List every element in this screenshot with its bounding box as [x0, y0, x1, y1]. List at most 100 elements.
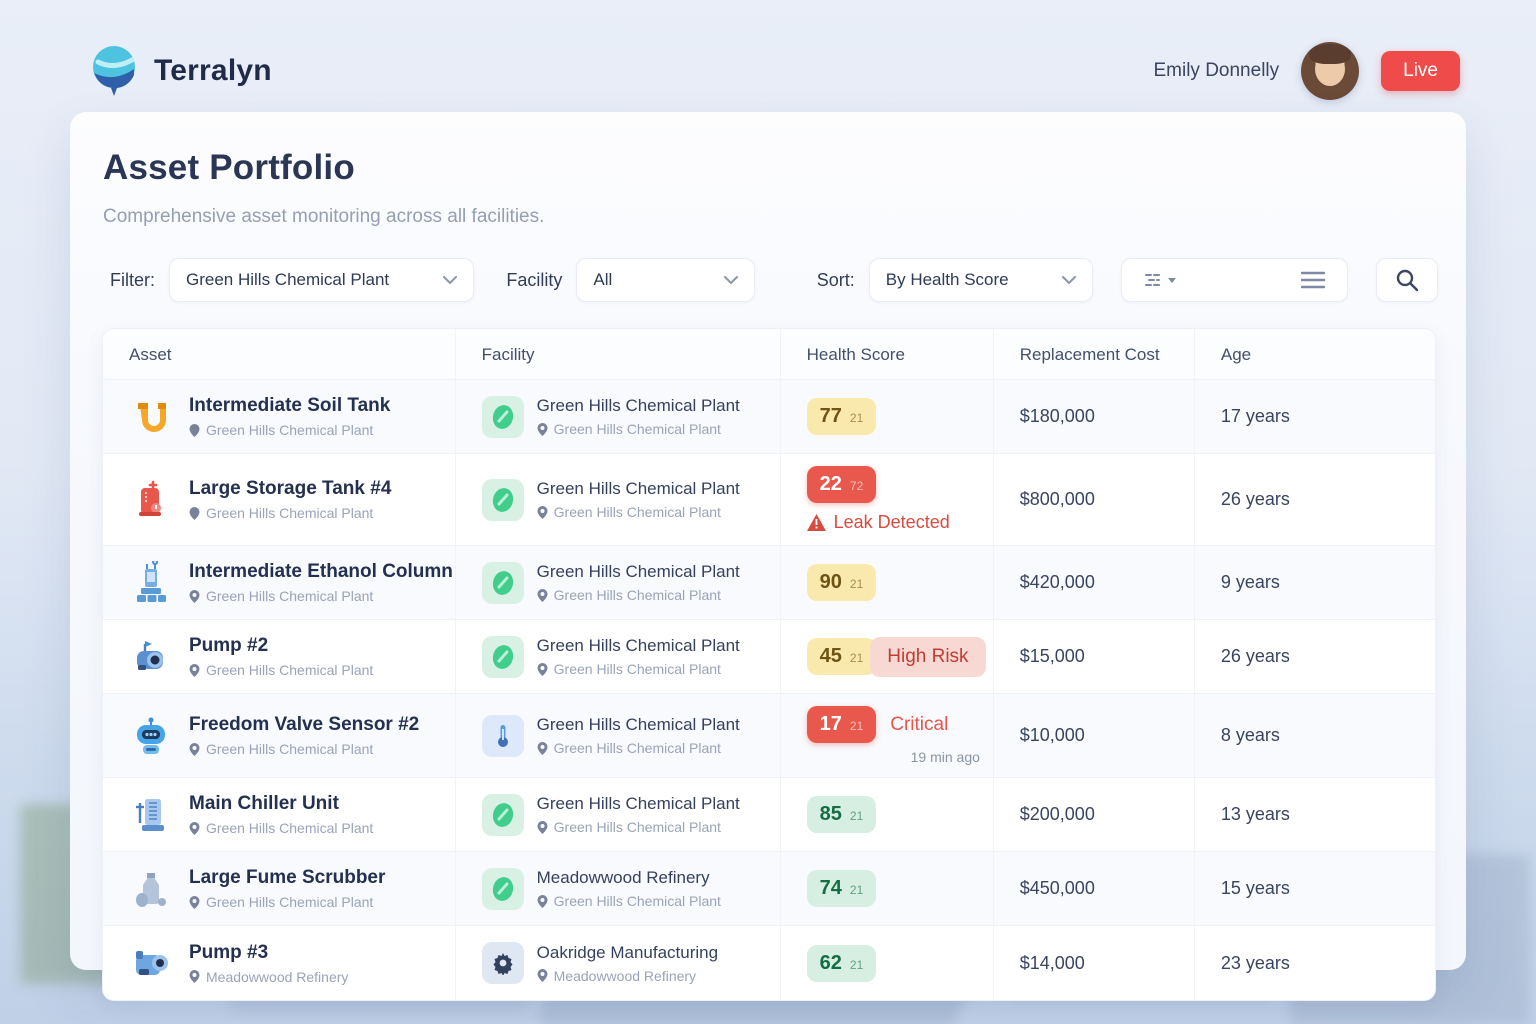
asset-age: 15 years — [1220, 878, 1290, 898]
live-badge-button[interactable]: Live — [1381, 51, 1460, 91]
column-header-health-score[interactable]: Health Score — [779, 329, 993, 379]
asset-name: Large Storage Tank #4 — [189, 478, 392, 499]
status-timestamp: 19 min ago — [910, 749, 980, 765]
table-row[interactable]: Pump #2 Green Hills Chemical Plant Green… — [103, 620, 1435, 694]
score-trend: 21 — [849, 809, 864, 823]
asset-age: 23 years — [1220, 952, 1290, 973]
facility-name: Oakridge Manufacturing — [536, 942, 719, 962]
column-header-age[interactable]: Age — [1193, 329, 1435, 379]
replacement-cost: $420,000 — [1019, 572, 1095, 592]
location-pin-icon — [189, 663, 200, 677]
warning-icon — [806, 514, 826, 531]
asset-age: 8 years — [1220, 725, 1280, 745]
column-header-replacement-cost[interactable]: Replacement Cost — [992, 329, 1194, 379]
table-row[interactable]: Intermediate Soil Tank Green Hills Chemi… — [103, 380, 1435, 454]
health-score-badge: 90 21 — [806, 564, 877, 601]
user-avatar[interactable] — [1301, 42, 1360, 100]
pump-icon — [136, 951, 168, 975]
location-pin-icon — [537, 505, 548, 519]
sort-dropdown[interactable]: By Health Score — [868, 258, 1093, 302]
asset-name: Pump #3 — [189, 941, 269, 963]
chevron-down-icon — [1061, 275, 1076, 284]
filter-bar: Filter: Green Hills Chemical Plant Facil… — [110, 258, 1438, 302]
sort-label: Sort: — [816, 269, 855, 290]
asset-location: Green Hills Chemical Plant — [206, 662, 374, 678]
soil-tank-icon — [138, 402, 166, 432]
location-pin-icon — [537, 422, 548, 436]
table-row[interactable]: Pump #3 Meadowwood Refinery Oakridge Man… — [103, 926, 1435, 1000]
facility-location: Green Hills Chemical Plant — [553, 893, 721, 909]
location-pin-icon — [189, 506, 200, 520]
table-row[interactable]: Large Fume Scrubber Green Hills Chemical… — [103, 852, 1435, 926]
replacement-cost: $180,000 — [1019, 406, 1095, 426]
asset-location: Green Hills Chemical Plant — [206, 505, 374, 521]
health-score-badge: 22 72 — [806, 466, 877, 503]
score-trend: 21 — [849, 577, 864, 591]
facility-location: Green Hills Chemical Plant — [553, 661, 721, 677]
facility-location: Green Hills Chemical Plant — [553, 421, 721, 437]
filter-dropdown-value: Green Hills Chemical Plant — [186, 270, 390, 289]
score-trend: 21 — [849, 883, 864, 897]
location-pin-icon — [189, 742, 200, 756]
page-title: Asset Portfolio — [103, 148, 355, 187]
score-trend: 21 — [849, 411, 864, 425]
facility-location: Green Hills Chemical Plant — [553, 819, 721, 835]
facility-name: Green Hills Chemical Plant — [536, 794, 740, 813]
column-header-facility[interactable]: Facility — [454, 329, 780, 379]
asset-name: Intermediate Ethanol Column — [189, 561, 453, 582]
facility-location: Green Hills Chemical Plant — [553, 740, 721, 756]
filter-label: Filter: — [110, 269, 155, 290]
filter-dropdown[interactable]: Green Hills Chemical Plant — [169, 258, 475, 302]
health-score-badge: 17 21 — [806, 706, 877, 743]
green-status-icon — [481, 793, 524, 836]
asset-name: Freedom Valve Sensor #2 — [189, 714, 420, 735]
terralyn-logo-icon — [93, 46, 135, 96]
green-status-icon — [481, 395, 524, 438]
filter-lines-icon — [1144, 274, 1176, 286]
health-score-badge: 77 21 — [806, 398, 877, 435]
gear-icon — [481, 942, 524, 984]
location-pin-icon — [189, 895, 200, 909]
valve-sensor-robot-icon — [137, 717, 165, 754]
table-row[interactable]: Intermediate Ethanol Column Green Hills … — [103, 546, 1435, 620]
location-pin-icon — [189, 589, 200, 603]
replacement-cost: $450,000 — [1019, 878, 1095, 898]
page-subtitle: Comprehensive asset monitoring across al… — [103, 206, 545, 227]
asset-name: Pump #2 — [189, 635, 269, 656]
table-header-row: Asset Facility Health Score Replacement … — [103, 329, 1435, 380]
asset-location: Green Hills Chemical Plant — [206, 422, 374, 438]
green-status-icon — [481, 478, 524, 521]
ethanol-column-icon — [137, 560, 166, 602]
table-row[interactable]: Large Storage Tank #4 Green Hills Chemic… — [103, 454, 1435, 546]
facility-location: Green Hills Chemical Plant — [553, 504, 721, 520]
replacement-cost: $15,000 — [1019, 646, 1085, 666]
brand-name: Terralyn — [154, 54, 272, 87]
asset-age: 26 years — [1220, 646, 1290, 666]
facility-dropdown[interactable]: All — [576, 258, 755, 302]
table-row[interactable]: Freedom Valve Sensor #2 Green Hills Chem… — [103, 694, 1435, 778]
replacement-cost: $800,000 — [1019, 489, 1095, 509]
asset-location: Green Hills Chemical Plant — [206, 588, 374, 604]
pump-icon — [137, 640, 163, 670]
brand[interactable]: Terralyn — [88, 43, 272, 99]
asset-location: Meadowwood Refinery — [206, 968, 349, 985]
asset-age: 9 years — [1220, 572, 1280, 592]
location-pin-icon — [189, 970, 200, 983]
column-header-asset[interactable]: Asset — [129, 345, 172, 364]
asset-age: 13 years — [1220, 804, 1290, 824]
filter-menu-button[interactable] — [1120, 258, 1348, 302]
thermometer-icon — [481, 714, 524, 757]
asset-location: Green Hills Chemical Plant — [206, 741, 374, 757]
sort-dropdown-value: By Health Score — [885, 270, 1009, 289]
facility-name: Green Hills Chemical Plant — [536, 479, 740, 498]
asset-age: 17 years — [1220, 406, 1290, 426]
location-pin-icon — [189, 423, 200, 437]
health-score-badge: 45 21 — [806, 638, 877, 675]
asset-table: Asset Facility Health Score Replacement … — [102, 328, 1436, 1001]
table-row[interactable]: Main Chiller Unit Green Hills Chemical P… — [103, 778, 1435, 852]
health-score-badge: 62 21 — [806, 944, 877, 982]
replacement-cost: $200,000 — [1019, 804, 1095, 824]
search-button[interactable] — [1375, 258, 1438, 302]
facility-label: Facility — [506, 269, 563, 290]
asset-location: Green Hills Chemical Plant — [206, 820, 374, 836]
